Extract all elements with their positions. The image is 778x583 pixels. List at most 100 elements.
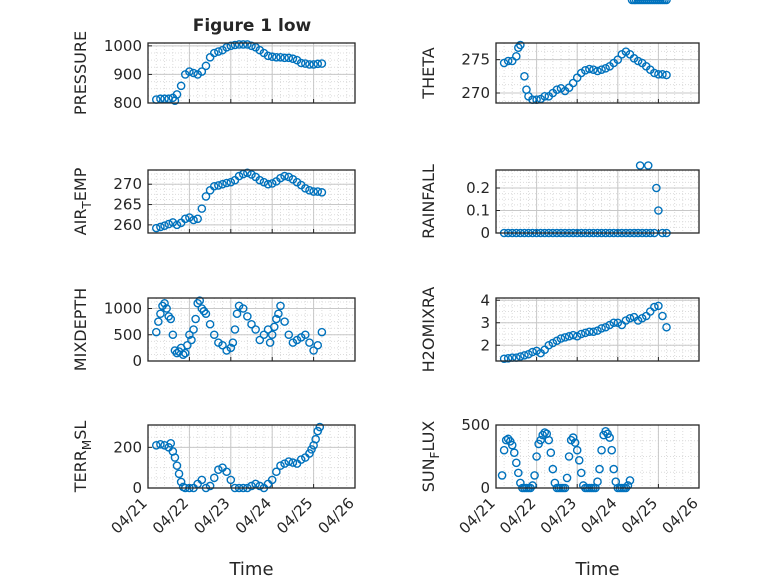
data-point [174, 469, 184, 479]
x-axis-label: Time [228, 559, 273, 580]
data-point [218, 340, 227, 350]
data-point [499, 354, 509, 364]
subplot-terr-msl: 0 200 TERRMSL 04/2104/2204/2304/2404/2504/2… [71, 421, 358, 580]
data-point [532, 452, 541, 461]
data-point [307, 445, 316, 454]
axes-box [147, 424, 356, 489]
y-tick-label: 3 [480, 314, 490, 332]
data-point [305, 338, 314, 347]
y-tick-label: 0.1 [466, 202, 490, 220]
data-point [516, 40, 525, 50]
data-point [568, 78, 578, 88]
x-tick-label: 04/23 [537, 494, 580, 537]
data-point [635, 161, 645, 170]
data-point [313, 340, 323, 350]
axes-box [495, 169, 700, 234]
data-point [572, 445, 582, 455]
data-point [503, 56, 513, 66]
data-point [625, 313, 635, 323]
y-tick-label: 0.2 [466, 179, 490, 197]
data-point [497, 471, 507, 480]
data-point [247, 481, 256, 491]
data-point [658, 311, 667, 321]
data-point [597, 65, 606, 74]
data-point [151, 441, 161, 450]
data-point [552, 85, 562, 94]
x-tick-label: 04/26 [659, 494, 702, 537]
data-point [238, 304, 248, 313]
data-point [309, 60, 318, 69]
data-point [564, 452, 574, 461]
data-point [272, 467, 281, 477]
data-point [172, 90, 182, 99]
data-point [530, 471, 539, 480]
data-point [226, 177, 236, 187]
data-point [168, 330, 178, 340]
data-point [280, 53, 289, 63]
data-point [205, 186, 215, 195]
data-point [538, 430, 547, 440]
data-point [654, 70, 663, 79]
data-point [313, 426, 323, 436]
data-point [234, 171, 244, 181]
data-point [625, 476, 635, 485]
axes-box [495, 42, 700, 104]
data-point [652, 183, 661, 193]
data-point [265, 338, 275, 347]
data-point [178, 350, 188, 360]
data-point [276, 461, 285, 470]
data-point [154, 317, 163, 326]
subplot-pressure: 800 900 1000 PRESSURE [71, 31, 356, 115]
data-point [305, 186, 314, 195]
axes-box [147, 42, 356, 104]
subplot-h2omixra: 2 3 4 H2OMIXRA [419, 287, 700, 372]
data-point [243, 168, 252, 178]
data-point [226, 41, 236, 51]
data-point [317, 327, 327, 337]
data-point [185, 330, 194, 340]
data-point [176, 81, 186, 91]
data-point [503, 353, 513, 363]
y-axis-label: AIRTEMP [71, 167, 94, 235]
data-point [209, 48, 219, 58]
data-point [230, 40, 240, 50]
data-point [218, 179, 227, 189]
y-axis-label: RAINFALL [419, 164, 438, 239]
data-point [568, 433, 578, 442]
data-point [609, 318, 619, 328]
data-point [232, 309, 242, 319]
y-axis-label: SUNFLUX [419, 421, 442, 493]
data-point [546, 448, 556, 458]
data-point [162, 304, 171, 313]
data-point [284, 457, 294, 466]
data-point [193, 479, 202, 489]
data-point [301, 183, 310, 193]
data-point [313, 59, 323, 69]
data-point [164, 219, 173, 229]
x-tick-label: 04/25 [618, 494, 661, 537]
y-tick-label: 2 [480, 336, 490, 354]
data-point [597, 324, 606, 333]
data-point [189, 68, 198, 78]
data-point [499, 445, 509, 455]
data-point [228, 338, 238, 347]
data-point [272, 52, 281, 62]
data-point [512, 52, 521, 61]
data-point [570, 438, 580, 447]
data-point [267, 330, 277, 340]
data-point [267, 179, 277, 188]
data-point [172, 461, 182, 470]
y-tick-label: 0 [132, 479, 142, 497]
data-point [560, 333, 570, 342]
data-point [156, 440, 165, 449]
y-axis-label: MIXDEPTH [71, 288, 90, 371]
data-point [195, 296, 205, 305]
data-point [276, 301, 285, 311]
data-point [172, 220, 182, 230]
data-point [201, 309, 211, 319]
data-point [193, 214, 202, 224]
data-point [205, 319, 215, 329]
data-point [251, 325, 260, 334]
data-point [209, 181, 219, 191]
